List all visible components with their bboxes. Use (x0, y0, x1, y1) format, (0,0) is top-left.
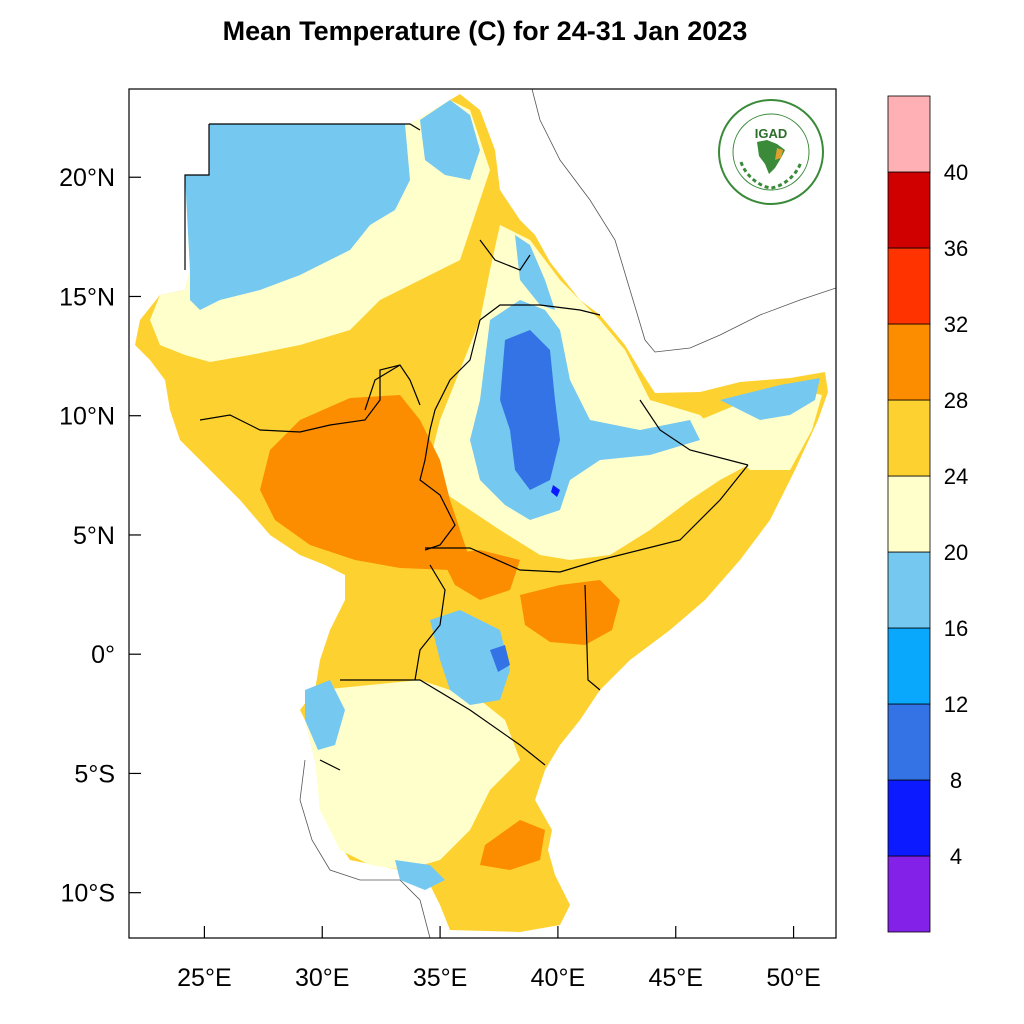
zone-8-12-core (551, 485, 560, 497)
y-tick-label: 0° (91, 641, 115, 669)
colorbar-label: 16 (944, 616, 968, 641)
colorbar-swatch (887, 627, 931, 705)
colorbar-swatch (887, 855, 931, 933)
x-tick-label: 40°E (531, 964, 585, 992)
x-tick-label: 30°E (295, 964, 349, 992)
colorbar-swatch (887, 323, 931, 401)
colorbar-label: 12 (944, 692, 968, 717)
zone-12-16-highlands (500, 330, 560, 490)
colorbar: 4 8 12 16 20 24 28 32 36 40 (887, 95, 968, 933)
colorbar-label: 40 (944, 160, 968, 185)
y-tick-label: 10°S (61, 880, 115, 908)
colorbar-label: 4 (950, 844, 962, 869)
x-tick-label: 45°E (649, 964, 703, 992)
colorbar-label: 32 (944, 312, 968, 337)
colorbar-label: 24 (944, 464, 968, 489)
colorbar-swatch (887, 703, 931, 781)
zone-16-20-egypt (420, 100, 480, 180)
y-tick-label: 5°S (74, 760, 115, 788)
zone-20-24-tanzania (305, 680, 520, 870)
igad-region-icon (775, 148, 783, 160)
zone-16-20-gulf (720, 378, 820, 420)
colorbar-swatch (887, 247, 931, 325)
zone-16-20-malawi (395, 860, 445, 890)
y-axis: 20°N 15°N 10°N 5°N 0° 5°S 10°S (59, 164, 141, 908)
colorbar-label: 36 (944, 236, 968, 261)
colorbar-swatch (887, 95, 931, 173)
x-tick-label: 35°E (413, 964, 467, 992)
colorbar-label: 28 (944, 388, 968, 413)
y-tick-label: 20°N (59, 164, 115, 192)
zone-16-20-libya (185, 124, 410, 310)
colorbar-swatch (887, 475, 931, 553)
colorbar-swatch (887, 779, 931, 857)
zone-28-32-uganda (440, 550, 520, 600)
x-axis: 25°E 30°E 35°E 40°E 45°E 50°E (177, 926, 821, 992)
zone-16-20-north-ridge (515, 235, 555, 310)
zone-28-32-kenya (520, 580, 620, 645)
zone-16-20-tanganyika (305, 680, 345, 750)
colorbar-swatch (887, 171, 931, 249)
y-tick-label: 15°N (59, 283, 115, 311)
colorbar-label: 8 (950, 768, 962, 793)
y-tick-label: 5°N (73, 522, 115, 550)
zone-16-20-lakes (430, 610, 510, 705)
map-panel (129, 89, 836, 938)
colorbar-swatch (887, 551, 931, 629)
logo-inner-ring (732, 113, 810, 191)
x-tick-label: 25°E (177, 964, 231, 992)
arabian-coastline (531, 89, 836, 353)
map-title: Mean Temperature (C) for 24-31 Jan 2023 (222, 16, 748, 46)
x-tick-label: 50°E (766, 964, 820, 992)
igad-logo: IGAD (718, 99, 824, 205)
map-frame (128, 88, 837, 939)
y-tick-label: 10°N (59, 403, 115, 431)
zone-12-16-kenya (490, 645, 510, 672)
zone-28-32-tanzania (480, 820, 545, 870)
zone-28-32-sudan (260, 395, 470, 570)
west-coast-line (299, 759, 431, 938)
logo-text: IGAD (755, 126, 788, 141)
colorbar-swatch (887, 399, 931, 477)
colorbar-label: 20 (944, 540, 968, 565)
country-borders (184, 123, 749, 771)
